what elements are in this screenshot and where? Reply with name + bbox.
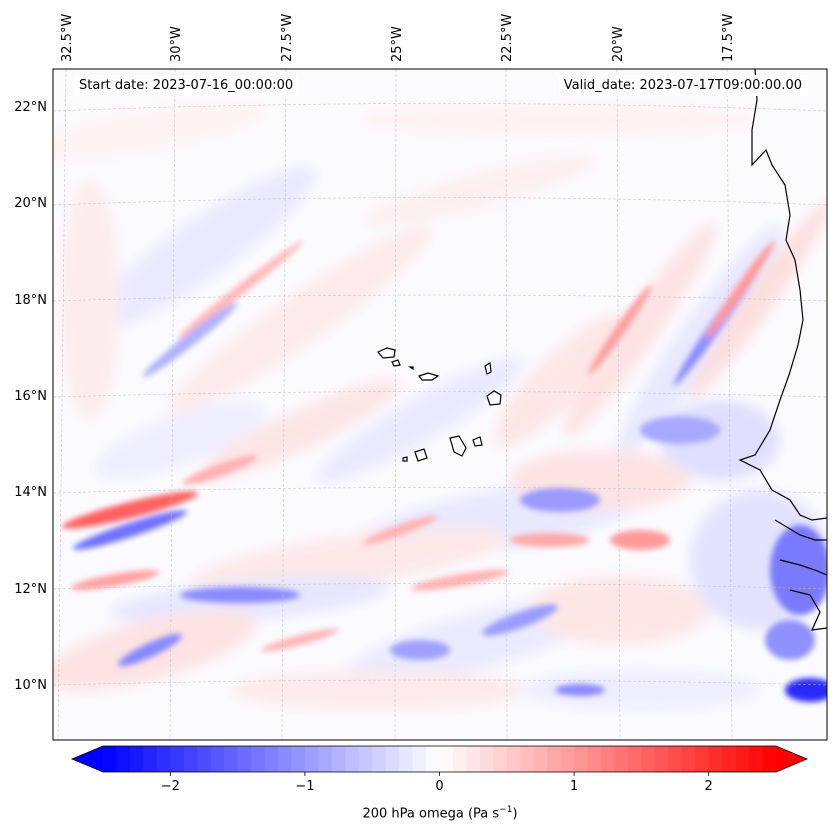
colorbar-swatch [197, 746, 212, 772]
colorbar-min-extend [72, 746, 103, 772]
colorbar-tick-label: 2 [705, 779, 713, 794]
colorbar-swatch [251, 746, 266, 772]
lon-tick-label: 25°W [390, 26, 405, 62]
lat-tick-label: 22°N [14, 100, 47, 115]
lon-tick-labels: 32.5°W 30°W 27.5°W 25°W 22.5°W 20°W 17.5… [60, 14, 736, 62]
colorbar-swatch [614, 746, 629, 772]
colorbar-swatch [116, 746, 131, 772]
colorbar-swatch [264, 746, 279, 772]
colorbar-swatch [601, 746, 616, 772]
colorbar-swatch [183, 746, 198, 772]
colorbar-swatch [627, 746, 642, 772]
colorbar: −2 −1 0 1 2 [70, 745, 809, 794]
colorbar-swatch [304, 746, 319, 772]
colorbar-swatch [399, 746, 414, 772]
colorbar-swatch [547, 746, 562, 772]
lon-tick-label: 27.5°W [280, 14, 295, 62]
colorbar-swatch [103, 746, 118, 772]
colorbar-swatch [439, 746, 454, 772]
colorbar-swatch [277, 746, 293, 772]
colorbar-ticks: −2 −1 0 1 2 [161, 772, 713, 794]
lon-tick-label: 30°W [169, 26, 184, 62]
colorbar-swatch [237, 746, 252, 772]
colorbar-swatch [749, 746, 764, 772]
colorbar-swatch [412, 746, 427, 772]
colorbar-swatch [533, 746, 548, 772]
colorbar-swatch [722, 746, 737, 772]
colorbar-swatch [708, 746, 723, 772]
colorbar-swatch [372, 746, 387, 772]
colorbar-swatch [210, 746, 225, 772]
colorbar-swatch [695, 746, 710, 772]
lat-tick-label: 20°N [14, 196, 47, 211]
colorbar-swatch [170, 746, 185, 772]
colorbar-swatches [72, 746, 807, 772]
colorbar-outline [70, 745, 809, 773]
colorbar-swatch [681, 746, 696, 772]
colorbar-swatch [345, 746, 360, 772]
gridlines [53, 69, 827, 740]
colorbar-swatch [129, 746, 144, 772]
lat-tick-label: 16°N [14, 389, 47, 404]
colorbar-swatch [641, 746, 656, 772]
islands [377, 347, 502, 462]
colorbar-swatch [520, 746, 535, 772]
colorbar-label-close: ) [512, 806, 518, 822]
colorbar-swatch [560, 746, 575, 772]
colorbar-swatch [156, 746, 171, 772]
colorbar-tick-label: −2 [161, 779, 180, 794]
colorbar-swatch [479, 746, 494, 772]
lat-tick-label: 14°N [14, 485, 47, 500]
coastline [738, 69, 827, 631]
lat-tick-label: 10°N [14, 678, 47, 693]
lat-tick-labels: 22°N 20°N 18°N 16°N 14°N 12°N 10°N [14, 100, 47, 693]
colorbar-swatch [466, 746, 481, 772]
colorbar-label: 200 hPa omega (Pa s−1) [0, 805, 837, 821]
colorbar-swatch [506, 746, 521, 772]
colorbar-tick-label: −1 [295, 779, 314, 794]
colorbar-tick-label: 1 [570, 779, 578, 794]
colorbar-swatch [143, 746, 158, 772]
colorbar-swatch [762, 746, 777, 772]
lat-tick-label: 18°N [14, 293, 47, 308]
colorbar-swatch [291, 746, 306, 772]
colorbar-label-unit-exponent: −1 [499, 805, 513, 815]
lon-tick-label: 22.5°W [500, 14, 515, 62]
lon-tick-label: 17.5°W [721, 14, 736, 62]
colorbar-swatch [493, 746, 508, 772]
colorbar-swatch [587, 746, 602, 772]
colorbar-swatch [385, 746, 400, 772]
colorbar-swatch [452, 746, 468, 772]
colorbar-swatch [735, 746, 750, 772]
lon-tick-label: 32.5°W [60, 14, 75, 62]
lon-tick-label: 20°W [611, 26, 626, 62]
colorbar-swatch [358, 746, 373, 772]
colorbar-swatch [574, 746, 589, 772]
colorbar-tick-label: 0 [435, 779, 443, 794]
colorbar-label-main: 200 hPa omega (Pa s [362, 806, 500, 822]
colorbar-max-extend [776, 746, 807, 772]
colorbar-swatch [224, 746, 239, 772]
colorbar-swatch [654, 746, 669, 772]
map-frame [52, 68, 828, 741]
lat-tick-label: 12°N [14, 582, 47, 597]
colorbar-swatch [668, 746, 683, 772]
start-date-label: Start date: 2023-07-16_00:00:00 [73, 75, 300, 96]
colorbar-swatch [331, 746, 346, 772]
colorbar-swatch [426, 746, 441, 772]
omega-field [53, 69, 827, 740]
colorbar-swatch [318, 746, 333, 772]
valid-date-label: Valid_date: 2023-07-17T09:00:00.00 [557, 75, 808, 96]
